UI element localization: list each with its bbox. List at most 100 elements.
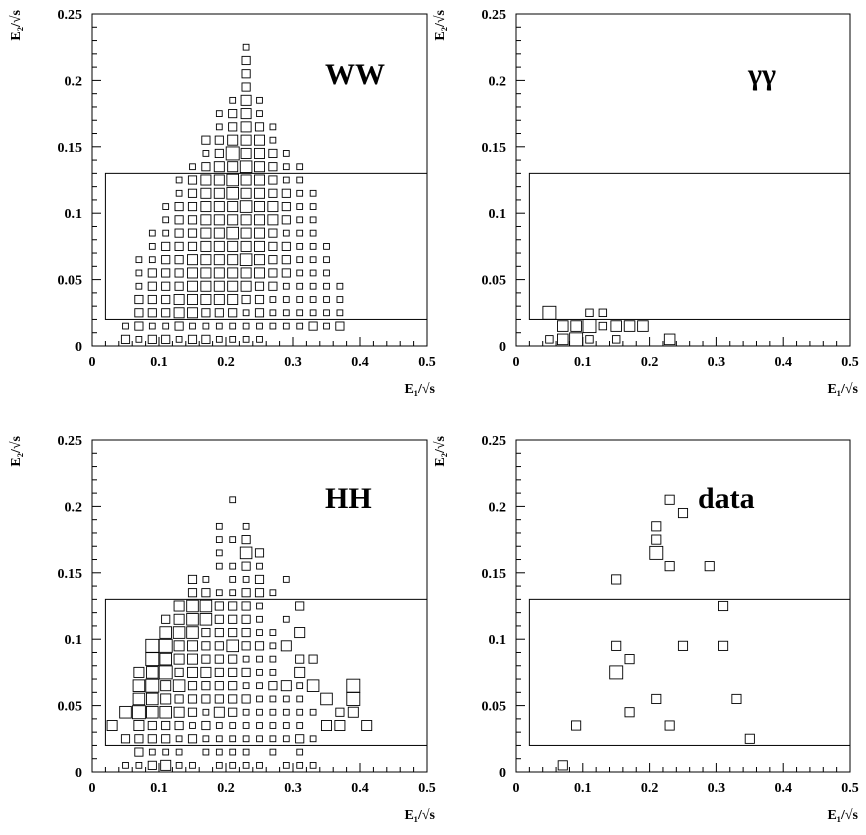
- data-box: [282, 322, 290, 330]
- data-box: [214, 601, 224, 611]
- data-box: [215, 322, 223, 330]
- data-box: [173, 307, 185, 319]
- data-box: [557, 333, 569, 346]
- data-box: [242, 748, 250, 756]
- data-box: [228, 707, 238, 717]
- data-box: [213, 161, 225, 173]
- data-box: [213, 254, 225, 266]
- data-box: [214, 308, 224, 318]
- data-box: [664, 720, 675, 731]
- data-box: [241, 55, 251, 66]
- data-box: [282, 229, 290, 237]
- x-tick-label: 0.1: [574, 781, 592, 796]
- data-box: [202, 322, 210, 330]
- data-box: [282, 735, 290, 743]
- data-box: [241, 561, 251, 571]
- data-box: [174, 241, 184, 251]
- data-box: [296, 216, 304, 224]
- y-tick-label: 0.2: [489, 500, 507, 515]
- x-tick-label: 0.4: [351, 355, 369, 370]
- data-box: [295, 601, 305, 611]
- data-box: [240, 214, 252, 226]
- data-box: [718, 640, 729, 651]
- data-box: [585, 335, 594, 344]
- y-tick-label: 0.25: [58, 434, 83, 449]
- data-box: [189, 722, 196, 729]
- x-tick-label: 0.2: [217, 355, 235, 370]
- data-box: [174, 667, 184, 677]
- data-box: [242, 576, 250, 583]
- data-box: [241, 627, 251, 638]
- data-box: [202, 576, 210, 583]
- data-box: [161, 255, 171, 265]
- data-box: [146, 666, 159, 679]
- data-box: [227, 240, 239, 252]
- data-box: [148, 243, 156, 250]
- data-box: [161, 308, 171, 318]
- data-box: [135, 256, 143, 264]
- data-box: [120, 334, 131, 344]
- data-box: [346, 692, 361, 706]
- data-box: [201, 627, 211, 638]
- y-axis-label: E₂/√s: [433, 9, 448, 40]
- data-box: [214, 681, 224, 691]
- data-box: [242, 722, 250, 729]
- data-box: [229, 496, 237, 504]
- data-box: [611, 335, 621, 344]
- x-tick-label: 0.5: [841, 355, 859, 370]
- data-box: [173, 613, 185, 625]
- y-tick-label: 0: [75, 766, 82, 781]
- data-box: [175, 336, 183, 343]
- data-box: [134, 321, 144, 331]
- y-tick-label: 0.2: [65, 500, 83, 515]
- data-box: [199, 599, 213, 613]
- data-box: [240, 227, 252, 239]
- data-box: [214, 667, 224, 677]
- data-box: [256, 708, 263, 716]
- data-box: [226, 226, 239, 240]
- data-box: [240, 121, 252, 133]
- y-tick-label: 0.1: [489, 633, 507, 648]
- data-box: [309, 256, 317, 264]
- y-tick-label: 0.15: [482, 141, 507, 156]
- data-box: [295, 654, 305, 664]
- data-box: [268, 281, 278, 291]
- data-box: [240, 134, 252, 146]
- data-box: [229, 762, 237, 769]
- data-box: [131, 705, 146, 720]
- data-box: [239, 253, 253, 266]
- data-box: [174, 228, 184, 238]
- data-box: [147, 281, 157, 291]
- data-box: [256, 629, 263, 636]
- data-box: [201, 588, 211, 598]
- data-box: [336, 282, 344, 290]
- data-box: [213, 294, 225, 306]
- data-box: [282, 309, 290, 317]
- data-box: [213, 201, 225, 213]
- data-box: [651, 693, 662, 705]
- data-box: [320, 692, 333, 706]
- data-box: [296, 256, 304, 264]
- data-box: [242, 336, 250, 343]
- data-box: [225, 146, 240, 161]
- data-box: [309, 189, 317, 197]
- data-box: [309, 762, 317, 769]
- data-box: [227, 214, 239, 226]
- data-box: [309, 296, 317, 303]
- data-box: [296, 722, 304, 729]
- data-box: [187, 241, 198, 251]
- data-box: [189, 762, 196, 769]
- data-box: [267, 201, 279, 213]
- data-box: [256, 602, 263, 610]
- data-box: [173, 653, 185, 665]
- data-box: [214, 694, 224, 704]
- data-box: [132, 692, 146, 706]
- data-box: [269, 735, 277, 743]
- data-box: [254, 214, 265, 226]
- data-box: [323, 296, 330, 303]
- data-box: [282, 708, 290, 716]
- y-tick-label: 0.05: [482, 274, 507, 289]
- data-box: [189, 163, 196, 171]
- data-box: [135, 336, 143, 343]
- y-tick-label: 0: [75, 340, 82, 355]
